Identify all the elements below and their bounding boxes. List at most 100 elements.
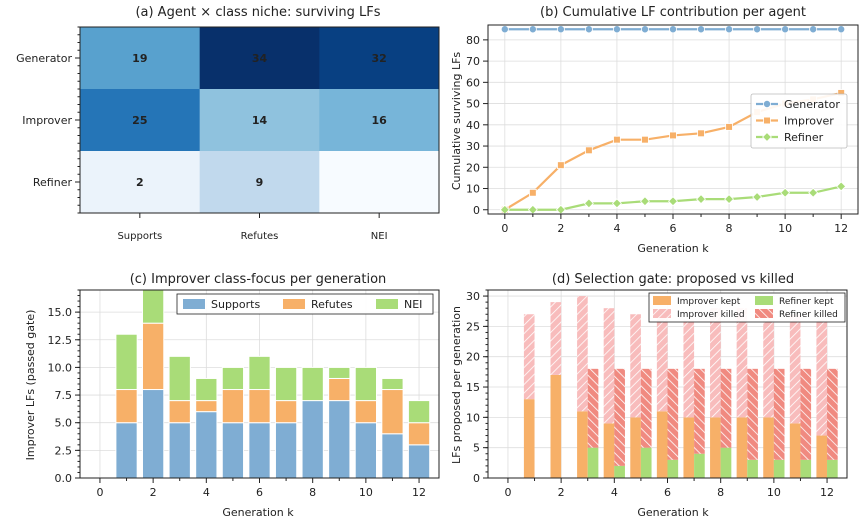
series-point: [555, 204, 566, 215]
series-point: [557, 161, 565, 169]
legend-box: [750, 93, 848, 149]
improver-kept-bar: [710, 417, 721, 478]
heatmap-value: 25: [132, 114, 147, 127]
heatmap-value: 19: [132, 52, 147, 65]
improver-killed-bar: [763, 320, 774, 418]
y-tick-label: 0: [473, 204, 480, 217]
improver-kept-bar: [683, 417, 695, 478]
x-tick-label: 12: [834, 222, 848, 235]
panel-a-title: (a) Agent × class niche: surviving LFs: [135, 5, 380, 20]
x-tick-label: 4: [203, 486, 210, 499]
legend-label: Refiner killed: [779, 310, 838, 320]
x-tick-label: 4: [613, 222, 620, 235]
stacked-bar-segment: [115, 422, 138, 479]
series-point: [669, 131, 677, 140]
improver-kept-bar: [523, 399, 535, 478]
y-tick-label: 5: [473, 442, 480, 455]
heatmap-col-label: NEI: [371, 231, 388, 242]
series-point: [781, 25, 790, 34]
stacked-bar-segment: [248, 355, 271, 391]
x-tick-label: 10: [778, 222, 792, 235]
y-tick-label: 7.5: [55, 389, 73, 402]
series-point: [556, 25, 565, 34]
refiner-killed-bar: [720, 368, 732, 448]
heatmap-col-label: Supports: [117, 231, 162, 242]
series-point: [780, 187, 791, 198]
improver-killed-bar: [603, 308, 615, 424]
x-tick-label: 6: [670, 222, 677, 235]
series-point: [753, 25, 762, 34]
series-point: [696, 194, 706, 205]
improver-killed-bar: [736, 308, 748, 418]
y-tick-label: 30: [466, 290, 480, 303]
stacked-bar-segment: [141, 322, 165, 391]
legend-label: Refiner: [784, 131, 824, 144]
x-tick-label: 0: [501, 222, 508, 235]
series-point: [697, 25, 706, 34]
stacked-bar-segment: [381, 433, 404, 479]
stacked-bar-segment: [301, 400, 324, 479]
improver-kept-bar: [603, 423, 615, 478]
heatmap-value: 9: [256, 176, 264, 189]
y-tick-label: 10: [466, 183, 480, 196]
y-tick-label: 50: [466, 98, 480, 111]
stacked-bar-segment: [381, 389, 404, 435]
series-point: [668, 196, 678, 207]
series-point: [836, 181, 847, 192]
legend-swatch: [653, 296, 671, 305]
refiner-kept-bar: [773, 459, 785, 478]
y-tick-label: 0: [473, 472, 480, 485]
panel-c-ylabel: Improver LFs (passed gate): [24, 310, 37, 461]
improver-killed-bar: [816, 320, 828, 436]
x-tick-label: 2: [558, 486, 565, 499]
improver-killed-bar: [523, 314, 535, 400]
x-tick-label: 10: [767, 486, 781, 499]
x-tick-label: 6: [256, 486, 263, 499]
stacked-bar-segment: [407, 400, 431, 424]
improver-kept-bar: [736, 417, 748, 478]
heatmap-value: 32: [372, 52, 387, 65]
heatmap-cell: [319, 151, 440, 214]
stacked-bar-segment: [407, 444, 431, 479]
y-tick-label: 10.0: [48, 361, 73, 374]
improver-kept-bar: [656, 411, 668, 478]
legend-label: Refiner kept: [779, 297, 834, 307]
legend-label: Refutes: [311, 298, 353, 311]
y-tick-label: 80: [466, 34, 480, 47]
improver-killed-bar: [683, 320, 695, 418]
y-tick-label: 60: [466, 76, 480, 89]
refiner-kept-bar: [747, 459, 758, 478]
refiner-killed-bar: [827, 368, 838, 460]
legend-swatch: [283, 299, 305, 309]
y-tick-label: 70: [466, 55, 480, 68]
series-point: [640, 25, 649, 34]
legend-label: Improver killed: [677, 310, 745, 320]
stacked-bar-segment: [168, 355, 191, 402]
heatmap-cell: [80, 27, 201, 90]
series-point: [583, 198, 594, 209]
y-tick-label: 15: [466, 381, 480, 394]
stacked-bar-segment: [274, 400, 298, 424]
y-tick-label: 30: [466, 140, 480, 153]
refiner-kept-bar: [694, 453, 705, 478]
legend-label: Supports: [211, 298, 260, 311]
improver-killed-bar: [789, 314, 801, 424]
series-point: [612, 25, 621, 34]
stacked-bar-segment: [115, 389, 138, 424]
stacked-bar-segment: [195, 400, 218, 413]
x-tick-label: 8: [726, 222, 733, 235]
stacked-bar-segment: [195, 411, 218, 479]
series-point: [724, 194, 735, 205]
heatmap-row-label: Generator: [16, 52, 72, 65]
x-tick-label: 12: [412, 486, 426, 499]
legend-label: Generator: [784, 98, 840, 111]
stacked-bar-segment: [354, 422, 378, 479]
stacked-bar-segment: [381, 377, 404, 391]
line-panel: 0 10 20 30 40 50 60 70 80 0 2 4 6 8 10 12 Generator Impro…: [466, 24, 859, 235]
series-point: [613, 135, 621, 144]
x-tick-label: 8: [309, 486, 316, 499]
y-tick-label: 5.0: [55, 417, 73, 430]
series-point: [809, 25, 818, 34]
stacked-bar-segment: [168, 400, 191, 424]
refiner-killed-bar: [587, 368, 599, 448]
